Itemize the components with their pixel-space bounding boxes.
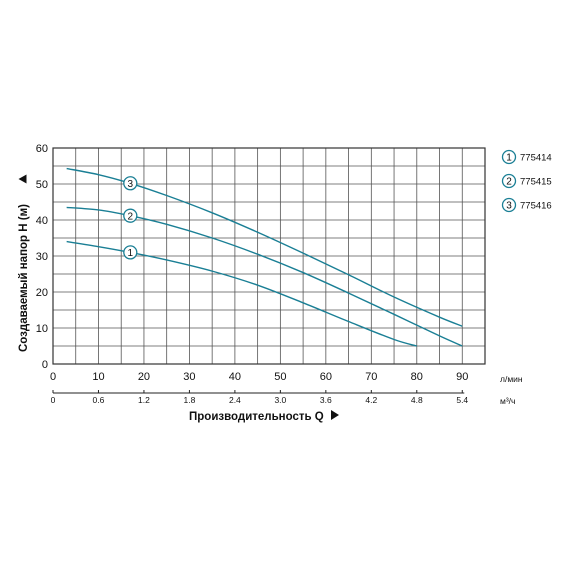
series-marker-1: 1 xyxy=(123,245,138,260)
x-tick-label: 40 xyxy=(229,371,241,383)
y-tick-label: 10 xyxy=(36,323,48,335)
x2-tick-label: 1.2 xyxy=(138,395,150,405)
legend-marker-circle xyxy=(501,173,517,189)
x2-tick-label: 0.6 xyxy=(93,395,105,405)
series-line-775414 xyxy=(66,240,417,347)
x2-tick-label: 3.6 xyxy=(320,395,332,405)
y-tick-label: 40 xyxy=(36,215,48,227)
x-tick-label: 10 xyxy=(92,371,104,383)
x2-tick-label: 5.4 xyxy=(456,395,468,405)
legend-marker-number: 2 xyxy=(506,177,512,188)
x2-tick-label: 2.4 xyxy=(229,395,241,405)
series-marker-number: 1 xyxy=(128,248,134,259)
legend-label: 775415 xyxy=(520,177,552,188)
legend-marker-number: 1 xyxy=(506,153,512,164)
series-marker-circle xyxy=(123,176,138,191)
x-axis-arrow-icon xyxy=(331,410,339,420)
series-marker-2: 2 xyxy=(123,208,138,223)
x2-tick-label: 0 xyxy=(51,395,56,405)
x2-tick-label: 3.0 xyxy=(274,395,286,405)
legend-label: 775414 xyxy=(520,153,552,164)
legend: 1 775414 2 775415 3 775416 xyxy=(501,149,552,213)
x-tick-label: 80 xyxy=(411,371,423,383)
series-marker-circle xyxy=(123,208,138,223)
legend-marker-number: 3 xyxy=(506,201,512,212)
series-line-775416 xyxy=(66,167,463,327)
x-tick-label: 0 xyxy=(50,371,56,383)
x-axis-title: Производительность Q xyxy=(189,410,339,423)
series-lines xyxy=(66,167,463,347)
legend-marker-circle xyxy=(501,149,517,165)
x2-tick-label: 4.8 xyxy=(411,395,423,405)
y-tick-label: 20 xyxy=(36,287,48,299)
plot-frame xyxy=(52,147,486,365)
series-marker-number: 3 xyxy=(128,179,134,190)
y-axis-arrow-icon xyxy=(18,174,27,184)
series-markers: 1 2 3 xyxy=(123,176,138,260)
x-tick-label: 70 xyxy=(365,371,377,383)
series-line-775415 xyxy=(66,206,463,347)
x-tick-label: 20 xyxy=(138,371,150,383)
series-marker-number: 2 xyxy=(128,211,134,222)
y-tick-label: 50 xyxy=(36,179,48,191)
series-marker-3: 3 xyxy=(123,176,138,191)
tick-labels: 0 10 20 30 40 50 60 0 10 20 30 40 50 60 70 80 90 0 0.6 1.2 1… xyxy=(36,143,469,405)
x-unit-label: л/мин xyxy=(500,374,523,384)
x-tick-label: 50 xyxy=(274,371,286,383)
y-tick-label: 0 xyxy=(42,359,48,371)
y-tick-label: 30 xyxy=(36,251,48,263)
series-marker-circle xyxy=(123,245,138,260)
x-tick-label: 30 xyxy=(183,371,195,383)
x2-tick-label: 4.2 xyxy=(365,395,377,405)
x-axis-title-text: Производительность Q xyxy=(189,411,324,423)
legend-item-775416: 3 775416 xyxy=(501,197,552,213)
grid xyxy=(52,147,486,394)
y-axis-title: Создаваемый напор H (м) xyxy=(18,174,30,352)
y-axis-title-text: Создаваемый напор H (м) xyxy=(18,204,30,352)
x-tick-label: 90 xyxy=(456,371,468,383)
x-tick-label: 60 xyxy=(320,371,332,383)
legend-item-775415: 2 775415 xyxy=(501,173,552,189)
legend-item-775414: 1 775414 xyxy=(501,149,552,165)
x2-tick-label: 1.8 xyxy=(184,395,196,405)
x2-unit-label: м³/ч xyxy=(500,396,515,406)
legend-marker-circle xyxy=(501,197,517,213)
legend-label: 775416 xyxy=(520,201,552,212)
y-tick-label: 60 xyxy=(36,143,48,155)
